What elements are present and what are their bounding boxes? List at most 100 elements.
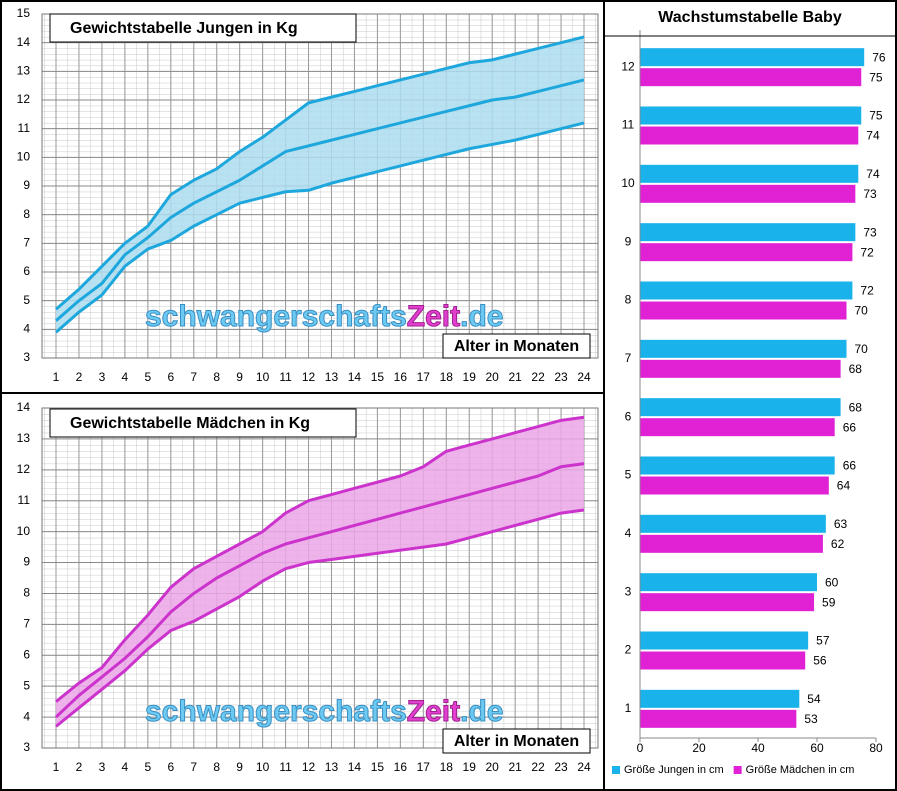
bar (640, 631, 809, 650)
bar (640, 418, 835, 437)
bar (640, 573, 817, 592)
y-tick-label: 8 (23, 586, 30, 600)
series-line (55, 35, 585, 311)
y-tick-label: 3 (23, 350, 30, 364)
value-label: 70 (855, 342, 869, 356)
y-tick-label: 8 (23, 207, 30, 221)
y-tick-label: 14 (17, 35, 31, 49)
series-line (55, 415, 585, 703)
y-tick-label: 2 (625, 643, 632, 657)
x-tick-label: 16 (394, 760, 408, 774)
y-tick-label: 6 (625, 409, 632, 423)
x-tick-label: 1 (53, 370, 60, 384)
x-tick-label: 13 (325, 760, 339, 774)
x-tick-label: 5 (144, 760, 151, 774)
legend-swatch (612, 766, 620, 774)
y-tick-label: 9 (625, 234, 632, 248)
watermark: schwangerschaftsZeit.de (145, 695, 503, 728)
series-line (54, 462, 585, 719)
y-tick-label: 7 (23, 617, 30, 631)
y-tick-label: 6 (23, 264, 30, 278)
value-label: 59 (822, 595, 836, 609)
y-tick-label: 14 (17, 400, 31, 414)
y-tick-label: 10 (17, 150, 31, 164)
y-tick-label: 4 (23, 322, 30, 336)
x-tick-label: 22 (531, 760, 545, 774)
bar (640, 164, 859, 183)
value-label: 70 (855, 304, 869, 318)
value-label: 73 (863, 187, 877, 201)
x-tick-label: 19 (463, 760, 477, 774)
y-tick-label: 3 (625, 584, 632, 598)
watermark-part: .de (460, 695, 503, 728)
y-tick-label: 6 (23, 647, 30, 661)
value-label: 56 (813, 654, 827, 668)
value-label: 54 (807, 692, 821, 706)
range-band (56, 417, 584, 727)
value-label: 72 (860, 284, 874, 298)
x-tick-label: 12 (302, 370, 316, 384)
series-line (55, 508, 585, 728)
x-label-box (442, 333, 591, 359)
x-tick-label: 15 (371, 370, 385, 384)
legend-label: Größe Jungen in cm (624, 764, 724, 776)
x-tick-label: 11 (279, 370, 292, 384)
bar (640, 106, 862, 125)
y-tick-label: 7 (23, 236, 30, 250)
bar (640, 126, 859, 145)
x-tick-label: 15 (371, 760, 385, 774)
y-tick-label: 10 (621, 176, 635, 190)
bar (640, 534, 823, 553)
y-tick-label: 9 (23, 178, 30, 192)
value-label: 73 (863, 225, 877, 239)
y-tick-label: 12 (17, 92, 31, 106)
series-line (55, 78, 585, 322)
x-tick-label: 23 (554, 370, 568, 384)
x-tick-label: 13 (325, 370, 339, 384)
bar (640, 359, 841, 378)
value-label: 74 (866, 129, 880, 143)
x-tick-label: 6 (167, 370, 174, 384)
x-tick-label: 0 (637, 741, 644, 755)
x-tick-label: 14 (348, 370, 362, 384)
bar (640, 184, 856, 203)
bar (640, 593, 815, 612)
y-tick-label: 11 (622, 118, 635, 132)
value-label: 72 (860, 245, 874, 259)
bar (640, 301, 847, 320)
value-label: 68 (849, 362, 863, 376)
x-tick-label: 4 (122, 760, 129, 774)
x-tick-label: 21 (508, 760, 522, 774)
x-tick-label: 14 (348, 760, 362, 774)
y-tick-label: 13 (17, 431, 31, 445)
watermark-part: Zeit (407, 695, 460, 728)
x-axis-label: Alter in Monaten (454, 338, 579, 355)
x-axis-label: Alter in Monaten (454, 733, 579, 750)
y-tick-label: 5 (625, 468, 632, 482)
watermark-part: .de (460, 300, 503, 333)
x-tick-label: 19 (463, 370, 477, 384)
bar (640, 651, 806, 670)
plot-frame (41, 407, 599, 749)
y-tick-label: 7 (625, 351, 632, 365)
bar (640, 48, 865, 67)
y-tick-label: 12 (621, 59, 635, 73)
y-tick-label: 10 (17, 524, 31, 538)
y-tick-label: 15 (17, 6, 31, 20)
value-label: 76 (872, 50, 886, 64)
y-tick-label: 4 (23, 709, 30, 723)
x-tick-label: 20 (692, 741, 706, 755)
value-label: 63 (834, 517, 848, 531)
x-tick-label: 18 (440, 760, 454, 774)
watermark-part: schwangerschafts (145, 695, 407, 728)
y-tick-label: 1 (625, 701, 632, 715)
value-label: 53 (804, 712, 818, 726)
x-tick-label: 3 (99, 370, 106, 384)
x-tick-label: 80 (869, 741, 883, 755)
value-label: 74 (866, 167, 880, 181)
y-tick-label: 9 (23, 555, 30, 569)
bar (640, 243, 853, 262)
y-tick-label: 11 (18, 493, 31, 507)
y-tick-label: 11 (18, 121, 31, 135)
value-label: 68 (849, 400, 863, 414)
